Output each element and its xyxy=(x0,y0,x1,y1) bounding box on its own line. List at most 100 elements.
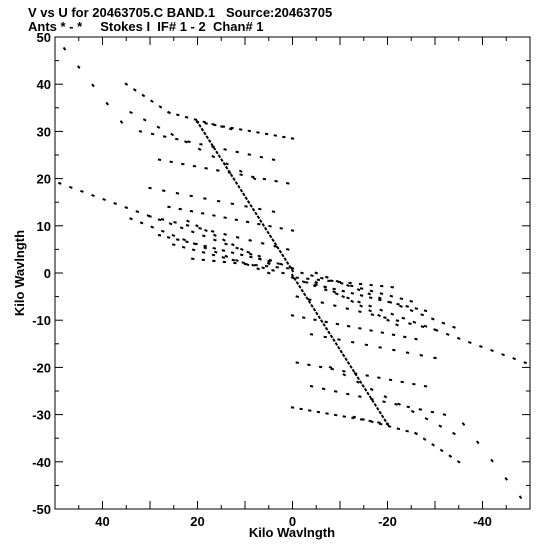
uv-point xyxy=(234,181,239,185)
y-tick-label: 0 xyxy=(44,266,51,281)
uv-point xyxy=(267,260,271,263)
uv-point xyxy=(309,333,314,336)
uv-point xyxy=(271,269,275,272)
uv-point xyxy=(230,202,235,206)
uv-point xyxy=(245,220,250,224)
uv-point xyxy=(433,356,437,360)
uv-point xyxy=(193,118,198,121)
uv-point xyxy=(387,300,391,304)
uv-point xyxy=(285,248,290,251)
uv-point xyxy=(216,169,220,172)
uv-point xyxy=(258,257,262,261)
plot-frame xyxy=(54,36,531,510)
uv-point xyxy=(350,291,355,295)
uv-point xyxy=(199,142,203,146)
uv-point xyxy=(223,148,227,151)
uv-point xyxy=(452,325,456,329)
uv-point xyxy=(380,331,385,334)
uv-point xyxy=(244,196,248,201)
uv-point xyxy=(222,238,226,242)
uv-point xyxy=(323,285,327,289)
uv-point xyxy=(337,345,341,350)
uv-point xyxy=(148,186,152,190)
uv-point xyxy=(323,335,327,339)
y-tick-label: -20 xyxy=(32,360,51,375)
uv-point xyxy=(227,169,231,174)
uv-point xyxy=(356,288,361,292)
uv-point xyxy=(139,221,144,225)
uv-point xyxy=(225,162,229,166)
uv-point xyxy=(273,242,278,246)
uv-point xyxy=(365,374,369,377)
uv-point xyxy=(475,440,480,445)
uv-point xyxy=(439,448,444,453)
uv-point xyxy=(410,409,415,414)
uv-point xyxy=(281,253,285,258)
uv-point xyxy=(201,251,206,254)
uv-point xyxy=(189,194,193,198)
uv-point xyxy=(268,258,273,262)
uv-point xyxy=(399,304,403,308)
uv-point xyxy=(359,380,363,384)
uv-point xyxy=(176,113,180,117)
uv-point xyxy=(359,304,363,308)
uv-point xyxy=(124,82,129,86)
y-tick-label: -50 xyxy=(32,502,51,517)
uv-point xyxy=(156,125,161,129)
uv-point xyxy=(405,351,410,354)
uv-point xyxy=(346,324,351,328)
uv-point xyxy=(237,184,241,189)
uv-point xyxy=(406,405,411,409)
uv-point xyxy=(344,357,348,362)
uv-point xyxy=(213,233,217,237)
x-tick-label: 40 xyxy=(95,514,109,529)
uv-point xyxy=(414,337,418,341)
uv-point xyxy=(442,413,447,416)
uv-point xyxy=(213,250,218,254)
uv-point xyxy=(418,408,423,411)
uv-point xyxy=(318,365,323,369)
uv-point xyxy=(239,173,243,177)
uv-point xyxy=(204,228,208,233)
uv-point xyxy=(216,199,221,203)
uv-point xyxy=(290,266,295,270)
uv-point xyxy=(132,88,137,92)
uv-point xyxy=(405,305,410,308)
uv-point xyxy=(373,403,378,407)
uv-point xyxy=(394,402,398,406)
uv-point xyxy=(313,318,317,322)
uv-point xyxy=(298,284,302,289)
uv-point xyxy=(322,323,326,327)
uv-point xyxy=(479,345,483,348)
uv-point xyxy=(300,288,304,293)
uv-point xyxy=(349,284,354,288)
uv-point xyxy=(268,224,272,228)
uv-point xyxy=(256,215,261,220)
uv-point xyxy=(256,267,261,271)
uv-point xyxy=(217,154,222,159)
uv-point xyxy=(239,247,244,252)
uv-point xyxy=(430,317,435,321)
chart-title-line2: Ants * - * Stokes I IF# 1 - 2 Chan# 1 xyxy=(28,19,264,34)
uv-point xyxy=(293,277,297,282)
uv-point xyxy=(367,292,372,296)
uv-point xyxy=(124,206,129,210)
uv-point xyxy=(341,289,346,293)
uv-point xyxy=(329,334,334,339)
uv-point xyxy=(346,284,350,288)
uv-point xyxy=(518,495,523,500)
uv-point xyxy=(364,343,369,347)
uv-point xyxy=(396,427,401,431)
axis-ticks xyxy=(54,36,531,510)
uv-point xyxy=(266,230,270,235)
uv-point xyxy=(335,322,340,326)
uv-point xyxy=(200,212,205,215)
x-tick-label: -40 xyxy=(473,514,492,529)
uv-point xyxy=(178,207,182,211)
uv-point xyxy=(146,214,151,218)
uv-point xyxy=(256,131,260,134)
uv-point xyxy=(332,287,336,291)
uv-point xyxy=(346,361,351,365)
uv-point xyxy=(170,132,175,137)
uv-point xyxy=(366,391,370,396)
